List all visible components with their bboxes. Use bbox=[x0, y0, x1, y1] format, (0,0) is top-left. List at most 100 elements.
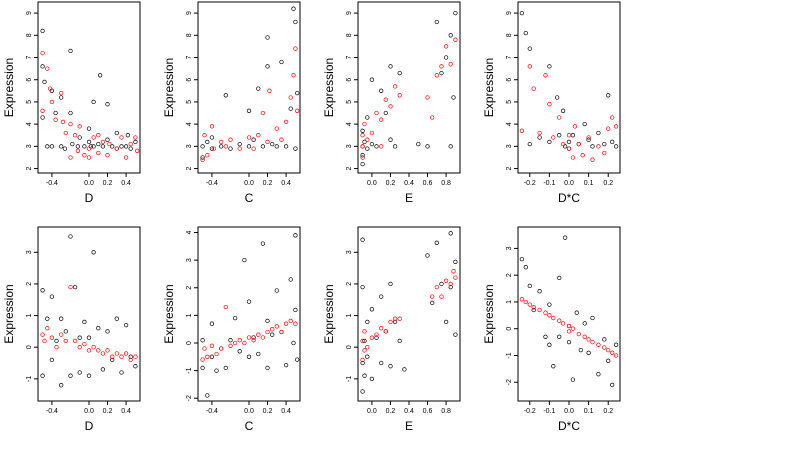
x-axis-title: D bbox=[85, 419, 94, 433]
y-axis-title: Expression bbox=[482, 284, 496, 343]
data-point bbox=[570, 377, 576, 382]
data-point bbox=[91, 144, 96, 149]
x-tick-label: 0.2 bbox=[263, 180, 273, 187]
data-point bbox=[72, 133, 78, 138]
x-tick-label: 0.4 bbox=[281, 408, 291, 415]
data-point bbox=[68, 284, 73, 290]
data-point bbox=[86, 335, 92, 340]
y-tick-label: 1 bbox=[26, 314, 33, 318]
data-point bbox=[283, 362, 289, 368]
data-point bbox=[123, 144, 129, 149]
data-point bbox=[100, 139, 106, 145]
data-point bbox=[54, 345, 59, 350]
data-point bbox=[205, 153, 210, 158]
data-point bbox=[397, 70, 402, 76]
x-tick-label: 0.4 bbox=[121, 408, 131, 415]
y-axis-title: Expression bbox=[2, 284, 16, 343]
data-point bbox=[596, 144, 601, 149]
data-point bbox=[374, 144, 379, 149]
data-point bbox=[40, 115, 45, 120]
y-tick-label: 4 bbox=[506, 122, 513, 126]
data-point bbox=[547, 302, 552, 307]
data-point bbox=[251, 338, 256, 343]
data-point bbox=[360, 357, 365, 363]
data-point bbox=[379, 294, 384, 299]
data-point bbox=[70, 141, 75, 147]
data-point bbox=[91, 250, 96, 255]
data-point bbox=[288, 106, 293, 111]
data-point bbox=[374, 110, 379, 116]
y-tick-label: 4 bbox=[26, 122, 33, 126]
y-tick-label: 4 bbox=[186, 230, 193, 234]
data-point bbox=[59, 144, 64, 149]
data-point bbox=[527, 141, 532, 147]
data-point bbox=[105, 153, 110, 158]
data-point bbox=[537, 130, 542, 136]
data-point bbox=[114, 130, 119, 136]
data-point bbox=[443, 44, 449, 49]
data-point bbox=[537, 307, 542, 313]
data-point bbox=[219, 144, 224, 149]
y-tick-label: 7 bbox=[26, 55, 33, 59]
data-point bbox=[110, 144, 115, 149]
data-point bbox=[537, 135, 542, 140]
data-point bbox=[360, 153, 365, 158]
data-point bbox=[260, 144, 266, 149]
panel-7: 0.0 0.2 0.4 0.6 0.8 -1 0 1 2 3 E Expression bbox=[322, 226, 461, 433]
panel-1: -0.4 0.0 0.2 0.4 2 3 4 5 6 7 8 9 D Expression bbox=[2, 1, 141, 205]
data-point bbox=[209, 354, 215, 359]
data-point bbox=[560, 108, 566, 113]
data-point bbox=[211, 146, 216, 151]
data-point bbox=[219, 139, 224, 145]
data-point bbox=[200, 357, 205, 362]
data-point bbox=[537, 289, 542, 294]
data-point bbox=[295, 357, 300, 362]
data-point bbox=[96, 326, 101, 331]
data-point bbox=[82, 319, 87, 325]
data-point bbox=[228, 137, 233, 142]
data-point bbox=[586, 337, 591, 342]
plot-frame bbox=[357, 226, 461, 402]
data-point bbox=[562, 144, 568, 149]
data-point bbox=[40, 64, 45, 69]
data-point bbox=[439, 70, 444, 76]
series-black bbox=[200, 233, 300, 398]
plot-frame bbox=[357, 1, 461, 174]
x-tick-label: -0.4 bbox=[46, 180, 58, 187]
data-point bbox=[443, 319, 449, 325]
data-point bbox=[576, 141, 581, 147]
y-tick-label: 9 bbox=[26, 11, 33, 15]
data-point bbox=[547, 313, 552, 318]
data-point bbox=[133, 354, 138, 359]
data-point bbox=[365, 319, 370, 325]
y-tick-label: 2 bbox=[346, 282, 353, 286]
data-point bbox=[388, 137, 393, 142]
data-point bbox=[214, 368, 219, 373]
data-point bbox=[430, 294, 435, 299]
y-axis-title: Expression bbox=[2, 58, 16, 117]
data-point bbox=[288, 95, 293, 100]
data-point bbox=[547, 102, 552, 107]
data-point bbox=[613, 124, 619, 129]
series-black bbox=[360, 231, 458, 394]
y-tick-label: 4 bbox=[346, 122, 353, 126]
data-point bbox=[369, 130, 375, 136]
data-point bbox=[49, 335, 55, 340]
data-point bbox=[205, 393, 210, 398]
data-point bbox=[430, 300, 435, 306]
data-point bbox=[383, 110, 388, 116]
data-point bbox=[430, 115, 435, 120]
data-point bbox=[293, 321, 298, 326]
data-point bbox=[295, 90, 300, 96]
data-point bbox=[388, 319, 393, 325]
y-tick-label: 3 bbox=[26, 144, 33, 148]
x-tick-label: 0.0 bbox=[244, 408, 254, 415]
data-point bbox=[531, 305, 536, 310]
data-point bbox=[610, 115, 615, 120]
data-point bbox=[451, 95, 456, 100]
data-point bbox=[256, 133, 261, 138]
data-point bbox=[527, 64, 532, 69]
series-red bbox=[40, 50, 140, 160]
series-red bbox=[360, 269, 458, 363]
y-tick-label: 0 bbox=[506, 327, 513, 331]
